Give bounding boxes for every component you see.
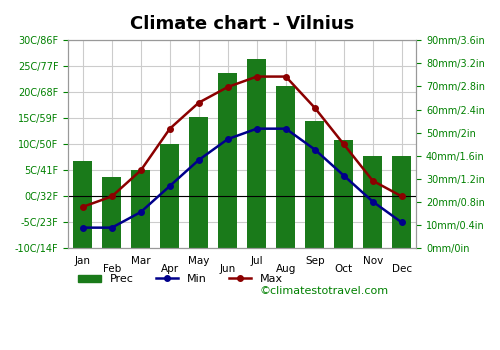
Bar: [276, 86, 295, 248]
Bar: [364, 156, 382, 248]
Text: Feb: Feb: [102, 264, 121, 274]
Text: Nov: Nov: [362, 256, 383, 266]
Bar: [132, 170, 150, 248]
Bar: [248, 59, 266, 248]
Bar: [160, 144, 180, 248]
Legend: Prec, Min, Max: Prec, Min, Max: [74, 270, 288, 289]
Text: May: May: [188, 256, 210, 266]
Bar: [334, 140, 353, 248]
Text: Sep: Sep: [305, 256, 324, 266]
Bar: [74, 161, 92, 248]
Text: Jan: Jan: [75, 256, 91, 266]
Bar: [102, 177, 122, 248]
Title: Climate chart - Vilnius: Climate chart - Vilnius: [130, 15, 354, 33]
Text: Mar: Mar: [131, 256, 150, 266]
Text: Jul: Jul: [250, 256, 263, 266]
Bar: [218, 72, 237, 248]
Text: Apr: Apr: [161, 264, 179, 274]
Text: ©climatestotravel.com: ©climatestotravel.com: [260, 286, 389, 296]
Text: Dec: Dec: [392, 264, 412, 274]
Text: Aug: Aug: [276, 264, 296, 274]
Bar: [306, 121, 324, 248]
Bar: [190, 117, 208, 248]
Bar: [392, 156, 411, 248]
Text: Oct: Oct: [334, 264, 353, 274]
Text: Jun: Jun: [220, 264, 236, 274]
